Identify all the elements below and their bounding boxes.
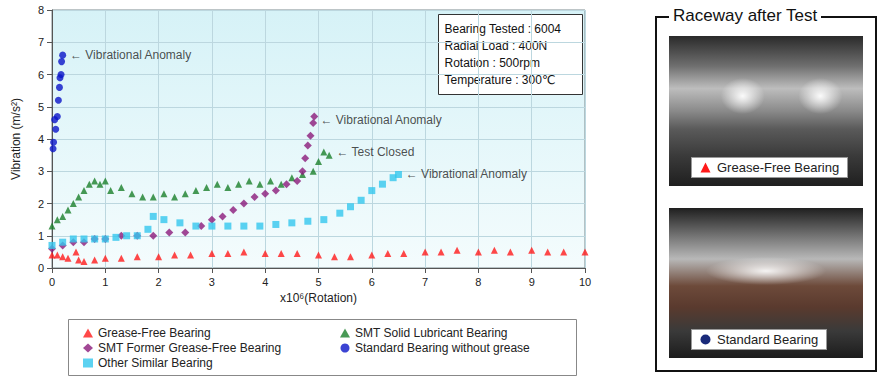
svg-text:1: 1 xyxy=(102,276,108,288)
svg-text:0: 0 xyxy=(38,262,44,274)
svg-text:8: 8 xyxy=(475,276,481,288)
svg-text:Standard Bearing without greas: Standard Bearing without grease xyxy=(355,341,530,355)
svg-text:3: 3 xyxy=(38,165,44,177)
svg-text:Other Similar Bearing: Other Similar Bearing xyxy=(98,356,213,370)
svg-text:Bearing Tested : 6004: Bearing Tested : 6004 xyxy=(445,22,562,36)
svg-text:7: 7 xyxy=(38,36,44,48)
svg-text:SMT Solid Lubricant Bearing: SMT Solid Lubricant Bearing xyxy=(355,326,508,340)
svg-text:9: 9 xyxy=(529,276,535,288)
svg-text:5: 5 xyxy=(315,276,321,288)
html-text:Grease-Free Bearing: Grease-Free Bearing xyxy=(717,160,840,175)
svg-text:Radial Load : 400N: Radial Load : 400N xyxy=(444,39,548,53)
svg-text:3: 3 xyxy=(209,276,215,288)
svg-text:Vibration (m/s²): Vibration (m/s²) xyxy=(9,98,23,180)
svg-text:0: 0 xyxy=(49,276,55,288)
svg-text:← Vibrational Anomaly: ← Vibrational Anomaly xyxy=(321,113,442,127)
html-text:Standard Bearing: Standard Bearing xyxy=(717,332,819,347)
svg-text:x10⁶(Rotation): x10⁶(Rotation) xyxy=(280,291,357,305)
svg-text:← Vibrational Anomaly: ← Vibrational Anomaly xyxy=(406,167,527,181)
svg-text:← Test Closed: ← Test Closed xyxy=(336,145,414,159)
svg-text:Temperature : 300℃: Temperature : 300℃ xyxy=(445,73,556,87)
svg-text:← Vibrational Anomaly: ← Vibrational Anomaly xyxy=(70,48,191,62)
svg-text:6: 6 xyxy=(369,276,375,288)
svg-text:4: 4 xyxy=(262,276,268,288)
svg-text:8: 8 xyxy=(38,4,44,16)
svg-text:10: 10 xyxy=(579,276,591,288)
svg-text:1: 1 xyxy=(38,230,44,242)
svg-text:Grease-Free Bearing: Grease-Free Bearing xyxy=(98,326,211,340)
svg-text:Rotation : 500rpm: Rotation : 500rpm xyxy=(445,56,540,70)
svg-text:2: 2 xyxy=(156,276,162,288)
svg-text:6: 6 xyxy=(38,69,44,81)
svg-text:SMT Former Grease-Free Bearing: SMT Former Grease-Free Bearing xyxy=(98,341,281,355)
svg-text:4: 4 xyxy=(38,133,44,145)
svg-text:7: 7 xyxy=(422,276,428,288)
svg-text:2: 2 xyxy=(38,198,44,210)
svg-text:5: 5 xyxy=(38,101,44,113)
html-text:Raceway after Test: Raceway after Test xyxy=(673,6,818,25)
